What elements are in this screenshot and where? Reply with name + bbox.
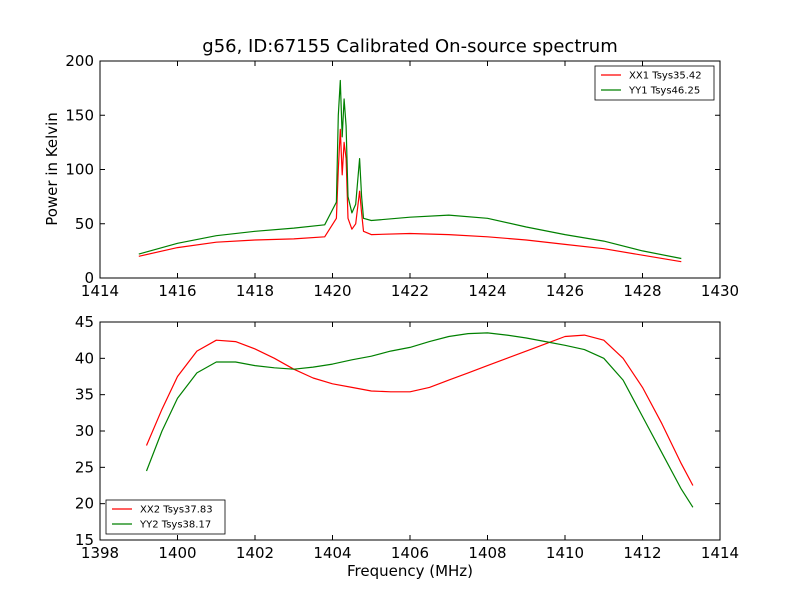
x-tick-label: 1412 bbox=[623, 544, 661, 562]
legend-label: YY1 Tsys46.25 bbox=[628, 86, 700, 97]
y-tick-label: 20 bbox=[75, 495, 94, 513]
legend-label: XX2 Tsys37.83 bbox=[140, 505, 213, 516]
bottom-x-axis-label: Frequency (MHz) bbox=[347, 562, 473, 580]
x-tick-label: 1398 bbox=[81, 544, 119, 562]
y-tick-label: 15 bbox=[75, 531, 94, 549]
x-tick-label: 1430 bbox=[701, 282, 739, 300]
x-tick-label: 1408 bbox=[468, 544, 506, 562]
top-panel: 1414 1416 1418 1420 1422 1424 1426 1428 1430 0 50 1… bbox=[65, 52, 739, 300]
top-y-axis-label: Power in Kelvin bbox=[43, 112, 61, 226]
series-line-1-0 bbox=[145, 334, 694, 486]
y-tick-label: 45 bbox=[75, 313, 94, 331]
y-tick-label: 200 bbox=[65, 52, 94, 70]
x-tick-label: 1420 bbox=[313, 282, 351, 300]
x-tick-label: 1428 bbox=[623, 282, 661, 300]
x-tick-label: 1404 bbox=[313, 544, 351, 562]
x-tick-label: 1406 bbox=[391, 544, 429, 562]
legend-label: XX1 Tsys35.42 bbox=[629, 71, 702, 82]
y-tick-label: 0 bbox=[84, 269, 94, 287]
legend: XX1 Tsys35.42 YY1 Tsys46.25 bbox=[594, 65, 715, 101]
series-line-1-1 bbox=[145, 332, 694, 508]
series-line-0-0 bbox=[138, 128, 682, 263]
legend-label: YY2 Tsys38.17 bbox=[139, 520, 211, 531]
x-tick-label: 1424 bbox=[468, 282, 506, 300]
y-tick-label: 100 bbox=[65, 161, 94, 179]
x-tick-label: 1402 bbox=[236, 544, 274, 562]
legend-box bbox=[594, 65, 715, 101]
x-tick-label: 1400 bbox=[158, 544, 196, 562]
x-tick-label: 1410 bbox=[546, 544, 584, 562]
series-line-0-1 bbox=[138, 79, 682, 260]
y-tick-label: 150 bbox=[65, 106, 94, 124]
bottom-panel: 1398 1400 1402 1404 1406 1408 1410 1412 1414 15 20… bbox=[75, 313, 739, 562]
x-tick-label: 1418 bbox=[236, 282, 274, 300]
legend-box bbox=[105, 499, 226, 535]
y-tick-label: 40 bbox=[75, 349, 94, 367]
y-tick-label: 25 bbox=[75, 458, 94, 476]
y-tick-label: 35 bbox=[75, 386, 94, 404]
x-tick-label: 1422 bbox=[391, 282, 429, 300]
x-tick-label: 1416 bbox=[158, 282, 196, 300]
y-tick-label: 50 bbox=[75, 215, 94, 233]
x-tick-label: 1414 bbox=[81, 282, 119, 300]
legend: XX2 Tsys37.83 YY2 Tsys38.17 bbox=[105, 499, 226, 535]
y-tick-label: 30 bbox=[75, 422, 94, 440]
x-tick-label: 1414 bbox=[701, 544, 739, 562]
chart-title: g56, ID:67155 Calibrated On-source spect… bbox=[202, 36, 617, 57]
x-tick-label: 1426 bbox=[546, 282, 584, 300]
